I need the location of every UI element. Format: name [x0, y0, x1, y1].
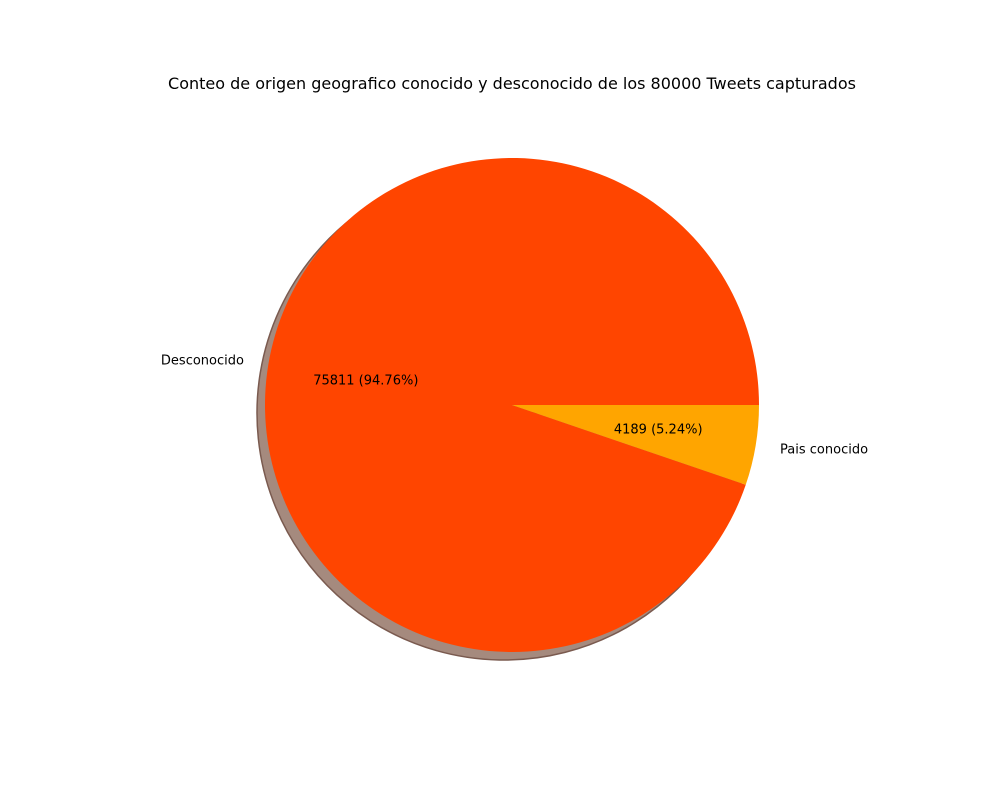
slice-value-label-pais-conocido: 4189 (5.24%)	[614, 422, 703, 437]
pie-slices	[265, 158, 759, 652]
pie-labels: Desconocido 75811 (94.76%) Pais conocido 41…	[161, 354, 868, 458]
slice-value-label-desconocido: 75811 (94.76%)	[313, 374, 418, 389]
chart-title: Conteo de origen geografico conocido y d…	[168, 74, 856, 93]
pie-slice-pais-conocido	[512, 405, 759, 485]
slice-label-desconocido: Desconocido	[161, 354, 244, 369]
slice-label-pais-conocido: Pais conocido	[780, 442, 868, 457]
